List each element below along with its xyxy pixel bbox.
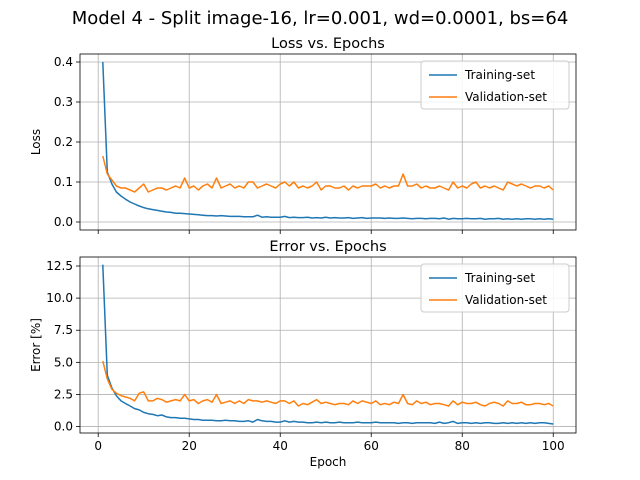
error-ytick-label: 7.5 <box>54 323 73 337</box>
loss-ytick-label: 0.2 <box>54 135 73 149</box>
error-xtick-label: 40 <box>273 439 288 453</box>
loss-chart-title: Loss vs. Epochs <box>271 36 385 52</box>
loss-legend-label-training: Training-set <box>464 68 535 82</box>
error-legend-label-validation: Validation-set <box>465 293 547 307</box>
figure-suptitle: Model 4 - Split image-16, lr=0.001, wd=0… <box>72 8 569 29</box>
error-ytick-label: 5.0 <box>54 355 73 369</box>
loss-series-training-line <box>102 61 554 220</box>
error-axes-frame <box>79 256 577 434</box>
error-xtick-label: 100 <box>542 439 565 453</box>
error-ytick-label: 0.0 <box>54 420 73 434</box>
error-series-validation-line <box>102 360 554 407</box>
error-legend-label-training: Training-set <box>464 271 535 285</box>
error-xlabel: Epoch <box>310 455 347 469</box>
loss-ylabel: Loss <box>29 129 43 155</box>
loss-ytick-label: 0.4 <box>54 55 73 69</box>
error-xtick-label: 80 <box>455 439 470 453</box>
error-ytick-label: 10.0 <box>46 291 73 305</box>
error-ytick-label: 12.5 <box>46 259 73 273</box>
loss-ytick-label: 0.0 <box>54 215 73 229</box>
error-chart-title: Error vs. Epochs <box>269 239 386 255</box>
loss-legend-label-validation: Validation-set <box>465 90 547 104</box>
loss-chart: 0.0 0.1 0.2 0.3 0.4 Loss vs. Epochs Loss Traini… <box>29 36 577 234</box>
error-xtick-label: 20 <box>182 439 197 453</box>
loss-ytick-label: 0.3 <box>54 95 73 109</box>
error-ytick-label: 2.5 <box>54 387 73 401</box>
loss-ytick-label: 0.1 <box>54 175 73 189</box>
loss-series-validation-line <box>102 155 554 193</box>
error-series-training-line <box>102 264 554 425</box>
error-ylabel: Error [%] <box>29 318 43 372</box>
error-chart: 0 20 40 60 80 100 0.0 2.5 5.0 7.5 10.0 12.5 Error vs… <box>29 239 577 469</box>
error-legend-box <box>420 263 570 313</box>
loss-legend-box <box>420 60 570 110</box>
error-xtick-label: 0 <box>94 439 102 453</box>
error-xtick-label: 60 <box>364 439 379 453</box>
